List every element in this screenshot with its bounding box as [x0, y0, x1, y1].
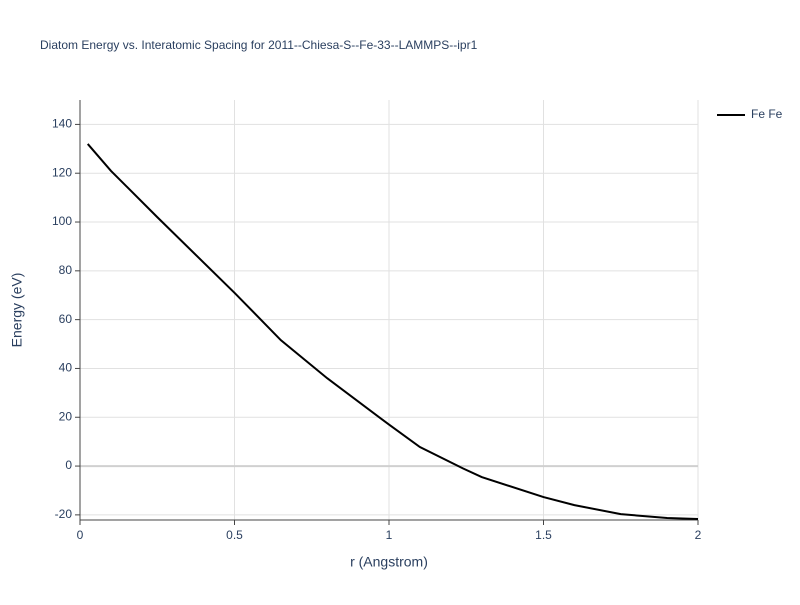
legend-label: Fe Fe [751, 107, 783, 121]
x-tick-label: 0 [77, 528, 84, 542]
x-tick-label: 0.5 [226, 528, 243, 542]
y-tick-label: -20 [55, 507, 73, 521]
data-line [86, 143, 699, 521]
x-tick-label: 1 [386, 528, 393, 542]
x-axis-label: r (Angstrom) [350, 554, 428, 570]
y-tick-label: 100 [52, 214, 72, 228]
y-axis-label: Energy (eV) [9, 273, 25, 348]
x-tick-label: 1.5 [535, 528, 552, 542]
y-tick-label: 140 [52, 117, 72, 131]
y-tick-label: 20 [59, 409, 73, 423]
y-tick-label: 40 [59, 361, 73, 375]
y-tick-label: 80 [59, 263, 73, 277]
x-tick-label: 2 [695, 528, 702, 542]
y-tick-label: 60 [59, 312, 73, 326]
y-tick-label: 0 [65, 458, 72, 472]
chart-title: Diatom Energy vs. Interatomic Spacing fo… [40, 38, 478, 52]
y-tick-label: 120 [52, 165, 72, 179]
